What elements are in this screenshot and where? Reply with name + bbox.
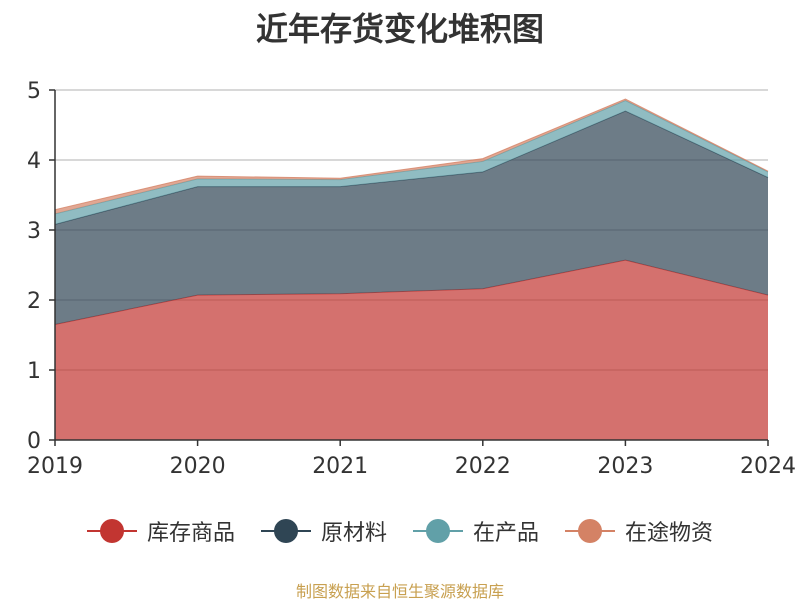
area-1 xyxy=(55,260,768,440)
legend-label: 库存商品 xyxy=(146,521,235,546)
legend-item[interactable]: 原材料 xyxy=(260,515,387,547)
x-tick-label: 2023 xyxy=(597,454,653,479)
area-line-4 xyxy=(54,98,769,211)
tick-labels: 0 1 2 3 4 5 2019 2020 2021 2022 2023 2024 xyxy=(27,79,796,479)
y-tick-label: 2 xyxy=(27,289,41,314)
x-tick-label: 2019 xyxy=(27,454,83,479)
y-tick-label: 5 xyxy=(27,79,41,104)
legend-label: 原材料 xyxy=(320,521,387,546)
x-tick-label: 2022 xyxy=(455,454,511,479)
legend-swatch-dot xyxy=(578,519,603,543)
axes xyxy=(49,89,769,446)
legend-swatch xyxy=(565,519,616,543)
legend-label: 在产品 xyxy=(473,521,540,546)
source-note: 制图数据来自恒生聚源数据库 xyxy=(295,582,504,601)
legend-item[interactable]: 在途物资 xyxy=(565,515,713,547)
legend-swatch xyxy=(413,519,463,543)
legend: 库存商品 原材料 在产品 在途物资 xyxy=(0,515,800,547)
x-tick-label: 2024 xyxy=(740,454,796,479)
legend-swatch-dot xyxy=(273,519,298,543)
legend-swatch xyxy=(260,519,311,543)
x-tick-label: 2021 xyxy=(312,454,368,479)
legend-swatch-dot xyxy=(99,519,124,543)
y-tick-label: 4 xyxy=(27,149,41,174)
area-layer xyxy=(54,98,769,440)
legend-swatch-dot xyxy=(426,519,450,543)
x-tick-label: 2020 xyxy=(170,454,226,479)
y-tick-label: 0 xyxy=(27,429,41,454)
area-2 xyxy=(55,111,768,325)
chart-title: 近年存货变化堆积图 xyxy=(255,10,544,48)
y-tick-label: 3 xyxy=(27,219,41,244)
legend-swatch xyxy=(86,519,137,543)
legend-item[interactable]: 在产品 xyxy=(413,515,539,547)
legend-item[interactable]: 库存商品 xyxy=(86,515,235,547)
legend-label: 在途物资 xyxy=(625,521,714,546)
y-tick-label: 1 xyxy=(27,359,41,384)
